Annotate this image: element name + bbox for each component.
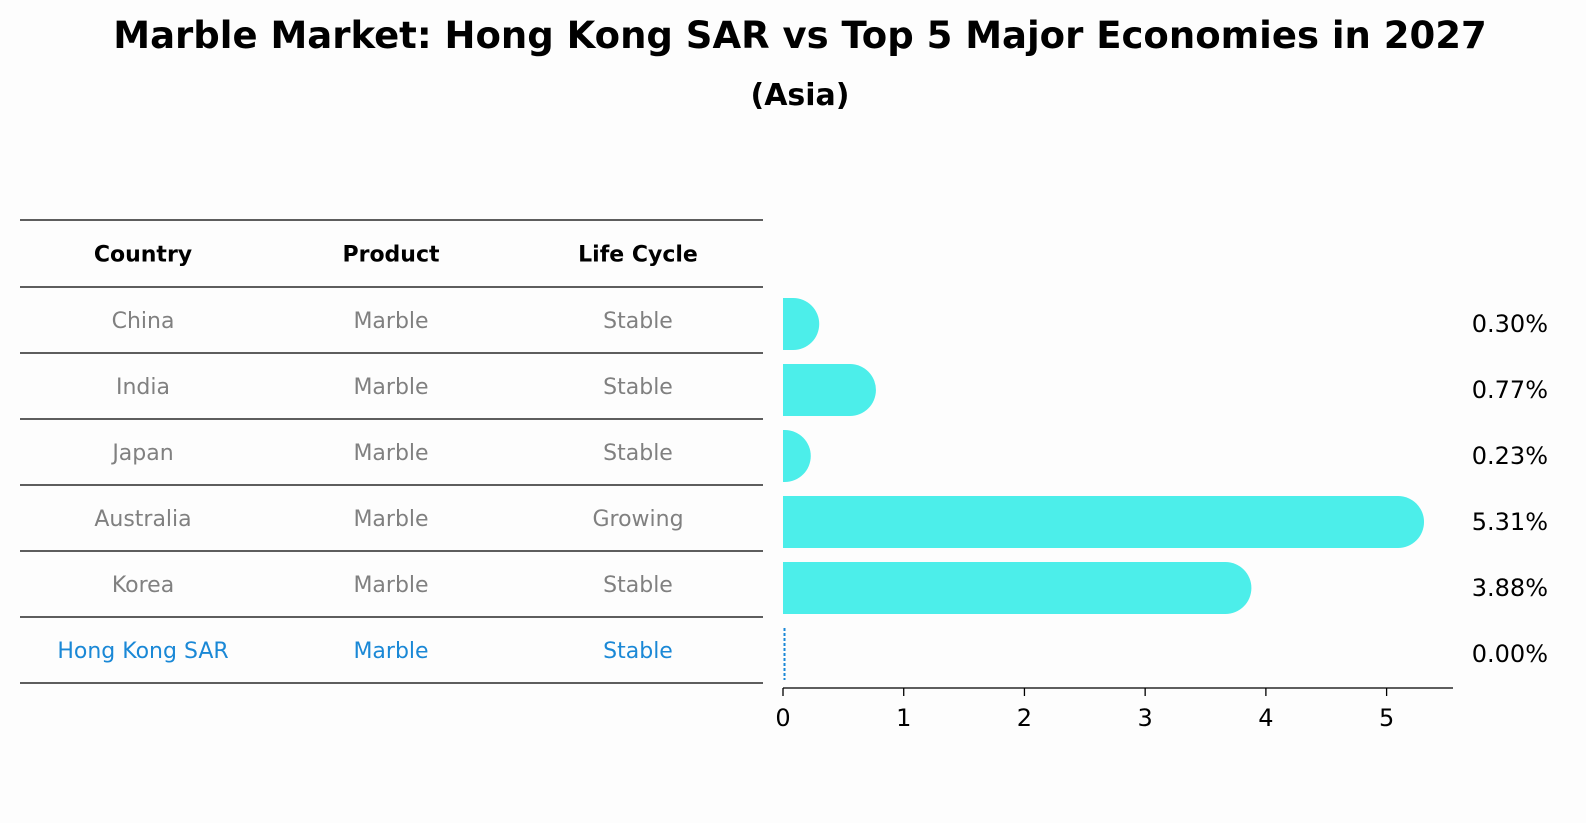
bar (783, 496, 1425, 548)
x-tick-label: 5 (1379, 704, 1394, 732)
table-cell-life-cycle: Stable (603, 309, 673, 334)
x-tick-label: 0 (775, 704, 790, 732)
bar (783, 298, 820, 350)
table-cell-country: Hong Kong SAR (57, 639, 228, 664)
chart-subtitle: (Asia) (750, 78, 850, 113)
table-cell-life-cycle: Stable (603, 573, 673, 598)
bar (783, 364, 876, 416)
table-header-cell: Country (94, 243, 192, 268)
table-cell-product: Marble (353, 507, 428, 532)
table-cell-life-cycle: Stable (603, 639, 673, 664)
bar-value-label: 0.30% (1472, 310, 1548, 338)
table-cell-country: Japan (110, 441, 173, 466)
table-cell-country: China (112, 309, 175, 334)
table-header-cell: Life Cycle (578, 243, 698, 268)
table-cell-country: India (116, 375, 170, 400)
x-tick-label: 4 (1258, 704, 1273, 732)
table-cell-product: Marble (353, 573, 428, 598)
bar (783, 562, 1252, 614)
table-cell-product: Marble (353, 639, 428, 664)
table-cell-product: Marble (353, 375, 428, 400)
x-tick-label: 1 (896, 704, 911, 732)
table-header-cell: Product (342, 243, 440, 268)
table-cell-country: Australia (94, 507, 191, 532)
bar-value-label: 0.77% (1472, 376, 1548, 404)
table-cell-product: Marble (353, 309, 428, 334)
table-cell-product: Marble (353, 441, 428, 466)
x-axis: 0 1 2 3 4 5 (775, 687, 1453, 732)
bar (783, 430, 811, 482)
table-cell-life-cycle: Growing (592, 507, 683, 532)
chart-title: Marble Market: Hong Kong SAR vs Top 5 Ma… (113, 14, 1487, 57)
comparison-table: Country Product Life Cycle China Marble Stabl… (20, 219, 763, 684)
bar-value-label: 5.31% (1472, 508, 1548, 536)
bar-value-label: 0.23% (1472, 442, 1548, 470)
x-tick-label: 3 (1138, 704, 1153, 732)
table-cell-life-cycle: Stable (603, 441, 673, 466)
bar-value-label: 0.00% (1472, 640, 1548, 668)
table-cell-life-cycle: Stable (603, 375, 673, 400)
bar-series: 0.30% 0.77% 0.23% 5.31% 3.88% 0.00% (783, 298, 1548, 680)
table-cell-country: Korea (112, 573, 174, 598)
bar-value-label: 3.88% (1472, 574, 1548, 602)
x-tick-label: 2 (1017, 704, 1032, 732)
